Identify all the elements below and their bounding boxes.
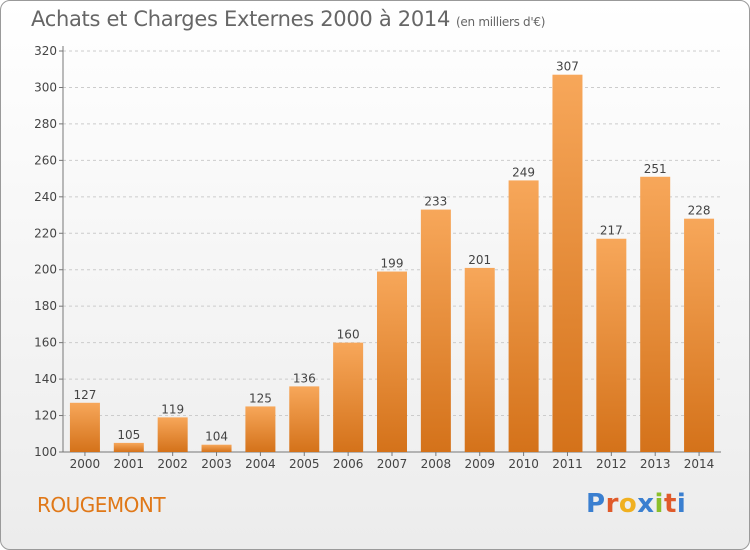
- y-tick-label: 160: [34, 336, 57, 350]
- chart-title: Achats et Charges Externes 2000 à 2014 (e…: [31, 7, 545, 31]
- x-tick-label-2011: 2011: [552, 457, 583, 471]
- data-label-2012: 217: [600, 224, 623, 238]
- data-label-2007: 199: [381, 257, 404, 271]
- data-label-2003: 104: [205, 430, 228, 444]
- data-label-2010: 249: [512, 165, 535, 179]
- unit-label: (en milliers d'€): [456, 15, 546, 29]
- bar-2014: [684, 218, 715, 452]
- bar-2006: [333, 342, 364, 452]
- bar-2000: [69, 402, 100, 452]
- labels: 127 105 119 104 125 136 160 199 233 201 249 307 217 2…: [73, 60, 710, 444]
- bar-2009: [464, 267, 495, 452]
- bar-2012: [596, 238, 627, 452]
- y-tick-label: 220: [34, 226, 57, 240]
- x-tick-label-2002: 2002: [157, 457, 188, 471]
- x-tick-label-2004: 2004: [245, 457, 276, 471]
- x-tick-label-2012: 2012: [596, 457, 627, 471]
- y-tick-label: 200: [34, 263, 57, 277]
- bar-2011: [552, 74, 583, 452]
- x-tick-label-2014: 2014: [684, 457, 715, 471]
- y-tick-label: 100: [34, 445, 57, 459]
- bar-2013: [640, 176, 671, 452]
- title-text: Achats et Charges Externes 2000 à 2014: [31, 7, 451, 31]
- y-tick-label: 140: [34, 372, 57, 386]
- x-tick-label-2013: 2013: [640, 457, 671, 471]
- x-tick-label-2003: 2003: [201, 457, 232, 471]
- y-tick-label: 240: [34, 190, 57, 204]
- bar-2007: [377, 271, 407, 452]
- data-label-2011: 307: [556, 60, 579, 74]
- y-tick-label: 320: [34, 44, 57, 58]
- bar-2004: [245, 406, 276, 452]
- y-tick-label: 260: [34, 153, 57, 167]
- bar-2002: [157, 417, 188, 452]
- proxiti-logo[interactable]: Proxiti: [586, 489, 687, 519]
- place-name: ROUGEMONT: [37, 493, 166, 517]
- x-tick-label-2006: 2006: [333, 457, 364, 471]
- y-tick-label: 180: [34, 299, 57, 313]
- y-tick-label: 280: [34, 117, 57, 131]
- bar-2008: [420, 209, 451, 452]
- data-label-2002: 119: [161, 402, 184, 416]
- data-label-2000: 127: [73, 388, 96, 402]
- data-label-2005: 136: [293, 371, 316, 385]
- axes: 100 120 140 160 180 200 220 240 260 280 300 320 2000…: [34, 44, 721, 471]
- x-tick-label-2005: 2005: [289, 457, 320, 471]
- y-tick-label: 120: [34, 409, 57, 423]
- x-tick-label-2001: 2001: [114, 457, 145, 471]
- data-label-2004: 125: [249, 391, 272, 405]
- data-label-2008: 233: [424, 195, 447, 209]
- data-label-2013: 251: [644, 162, 667, 176]
- x-tick-label-2008: 2008: [421, 457, 452, 471]
- y-tick-label: 300: [34, 80, 57, 94]
- x-tick-label-2007: 2007: [377, 457, 408, 471]
- x-tick-label-2010: 2010: [508, 457, 539, 471]
- data-label-2009: 201: [468, 253, 491, 267]
- x-tick-label-2000: 2000: [70, 457, 101, 471]
- data-label-2001: 105: [117, 428, 140, 442]
- data-label-2006: 160: [337, 328, 360, 342]
- x-tick-label-2009: 2009: [464, 457, 495, 471]
- bar-2001: [113, 442, 144, 452]
- data-label-2014: 228: [688, 204, 711, 218]
- bar-2005: [289, 386, 320, 452]
- bars: [69, 74, 715, 452]
- bar-2010: [508, 180, 539, 452]
- bar-2003: [201, 444, 232, 452]
